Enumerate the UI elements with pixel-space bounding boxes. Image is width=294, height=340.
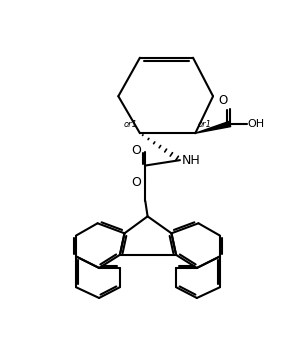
Text: or1: or1	[198, 120, 212, 129]
Text: or1: or1	[123, 120, 138, 129]
Polygon shape	[195, 121, 231, 133]
Text: O: O	[131, 176, 141, 189]
Text: NH: NH	[181, 154, 200, 167]
Text: O: O	[131, 143, 141, 157]
Text: OH: OH	[248, 119, 265, 129]
Text: O: O	[218, 94, 228, 107]
